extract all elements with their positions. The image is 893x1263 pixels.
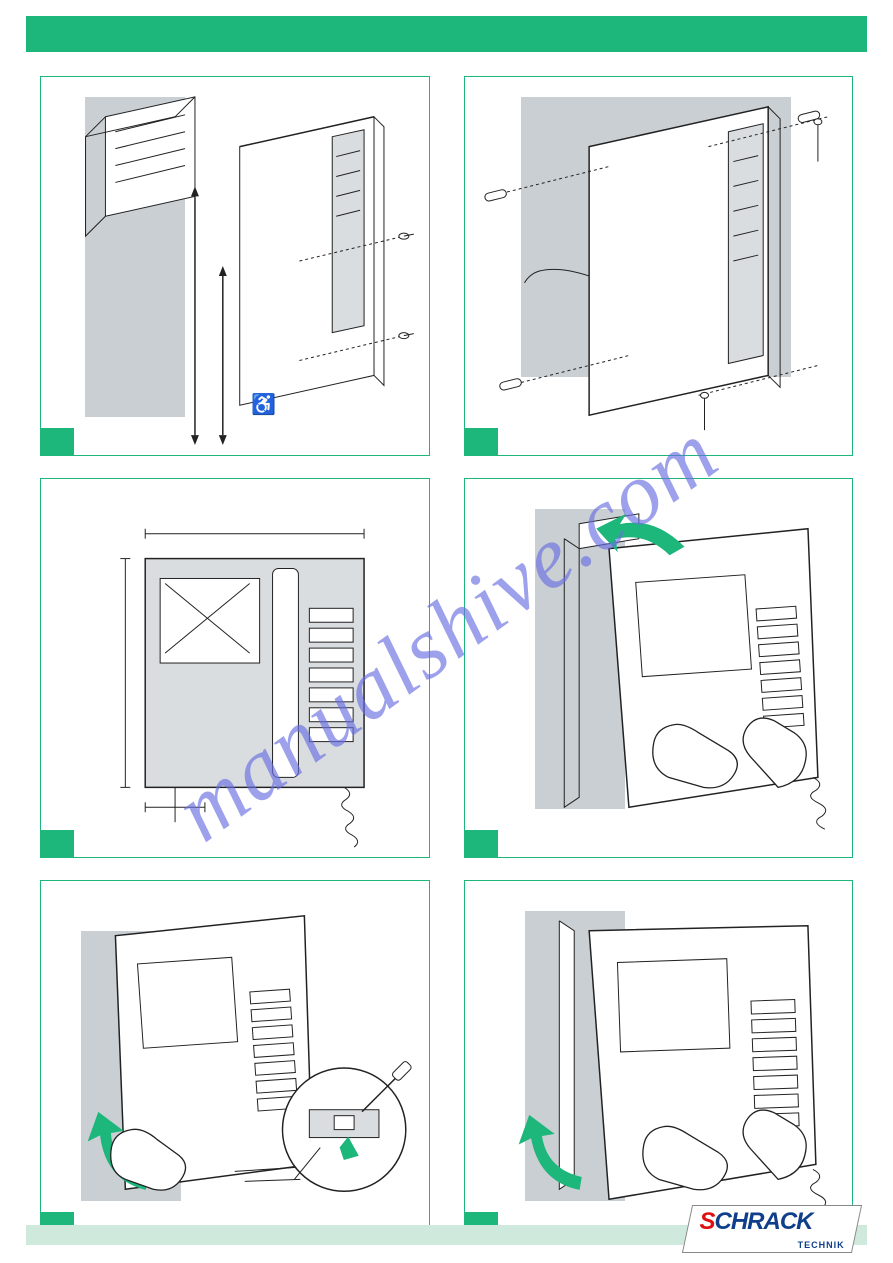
header-bar <box>26 16 867 52</box>
panel-step-3 <box>40 478 430 858</box>
logo-subtext: TECHNIK <box>798 1240 845 1250</box>
panel-step-1: ♿ <box>40 76 430 456</box>
step-tag <box>464 830 498 858</box>
diagram-dimensions <box>41 479 429 857</box>
diagram-flush-mount <box>41 77 429 455</box>
diagram-close-latch <box>41 881 429 1239</box>
panel-step-4 <box>464 478 854 858</box>
panel-grid: ♿ <box>40 76 853 1240</box>
wheelchair-icon: ♿ <box>251 392 276 417</box>
diagram-remove <box>465 881 853 1239</box>
panel-step-5 <box>40 880 430 1240</box>
logo-brand-text: SCHRACK <box>699 1208 812 1236</box>
brand-logo: SCHRACK TECHNIK <box>687 1205 857 1253</box>
panel-step-6 <box>464 880 854 1240</box>
panel-step-2 <box>464 76 854 456</box>
diagram-hook-on <box>465 479 853 857</box>
step-tag <box>40 428 74 456</box>
step-tag <box>40 830 74 858</box>
diagram-surface-mount <box>465 77 853 455</box>
step-tag <box>464 428 498 456</box>
